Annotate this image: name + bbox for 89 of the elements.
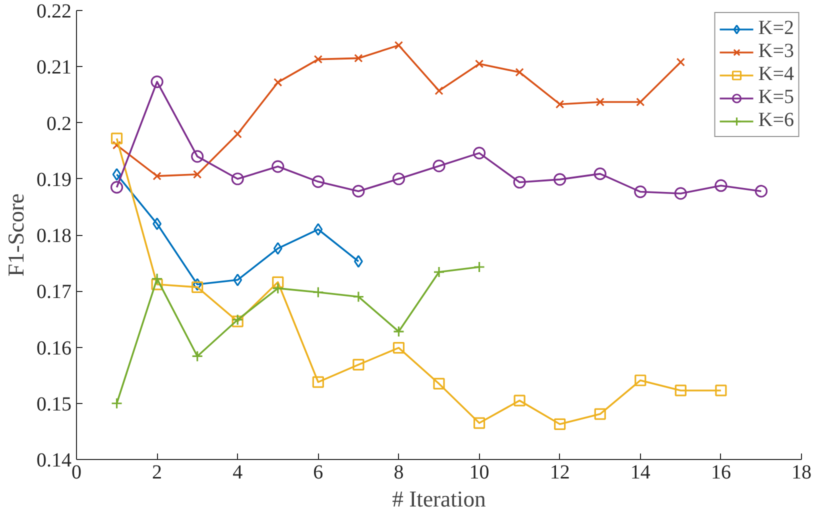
point (596, 98, 604, 106)
legend-label: K=5 (758, 86, 794, 109)
point (352, 184, 365, 198)
point (432, 160, 446, 172)
point (192, 281, 204, 293)
point (231, 172, 244, 186)
point (152, 172, 162, 180)
point (233, 274, 242, 286)
point (112, 168, 122, 181)
point (514, 394, 526, 406)
point (193, 170, 202, 179)
point (112, 140, 122, 150)
point (754, 184, 768, 198)
point (674, 187, 687, 200)
legend-label: K=3 (758, 40, 794, 63)
x-tick-label: 8 (394, 462, 404, 484)
point (272, 282, 284, 294)
point (433, 378, 445, 390)
point (434, 86, 444, 96)
y-tick-label: 0.2 (46, 112, 72, 135)
point (151, 278, 163, 290)
point (472, 146, 486, 160)
y-tick-label: 0.21 (36, 56, 72, 79)
point (191, 150, 204, 163)
x-tick-label: 6 (313, 462, 324, 484)
point (272, 160, 284, 173)
point (110, 181, 124, 194)
y-tick-label: 0.16 (36, 337, 72, 360)
x-tick-label: 18 (792, 462, 812, 484)
point (634, 374, 646, 386)
point (394, 40, 404, 50)
point (594, 408, 606, 420)
point (192, 350, 204, 362)
point (714, 179, 728, 192)
point (192, 278, 202, 291)
point (314, 54, 322, 64)
point (273, 242, 282, 255)
point (473, 261, 486, 273)
point (233, 130, 242, 138)
x-tick-label: 0 (72, 462, 82, 484)
y-tick-label: 0.15 (36, 393, 72, 416)
point (110, 132, 123, 144)
point (151, 272, 163, 285)
point (312, 286, 324, 298)
legend-label: K=2 (758, 17, 794, 40)
point (354, 54, 363, 63)
point (392, 326, 405, 338)
x-tick-label: 2 (152, 462, 162, 484)
point (556, 100, 564, 109)
point (513, 176, 526, 189)
y-tick-label: 0.18 (36, 225, 72, 247)
point (515, 68, 524, 77)
point (473, 417, 486, 429)
point (715, 384, 727, 396)
point (392, 172, 406, 186)
point (272, 276, 284, 288)
point (150, 75, 164, 88)
point (636, 98, 645, 106)
point (554, 173, 566, 186)
point (474, 59, 484, 68)
y-axis-title: F1-Score (4, 193, 28, 277)
point (554, 418, 566, 430)
x-tick-label: 10 (469, 462, 490, 484)
y-tick-label: 0.14 (36, 450, 72, 472)
point (634, 185, 647, 198)
point (274, 78, 282, 87)
point (674, 384, 686, 396)
legend-label: K=6 (758, 109, 794, 132)
legend-label: K=4 (758, 63, 794, 86)
x-tick-label: 12 (550, 462, 570, 484)
x-tick-label: 4 (232, 462, 243, 484)
y-tick-label: 0.22 (36, 0, 72, 22)
point (392, 342, 405, 354)
x-tick-label: 14 (630, 462, 650, 484)
point (594, 168, 606, 180)
point (352, 290, 364, 303)
point (152, 217, 162, 230)
x-tick-label: 16 (710, 462, 731, 484)
point (312, 376, 324, 388)
x-axis-title: # Iteration (392, 486, 486, 512)
point (314, 223, 323, 236)
point (354, 255, 363, 268)
point (110, 398, 123, 410)
y-tick-label: 0.19 (36, 168, 72, 191)
point (352, 358, 364, 370)
point (676, 58, 685, 66)
point (312, 175, 324, 188)
point (433, 266, 445, 278)
y-tick-label: 0.17 (36, 281, 72, 304)
